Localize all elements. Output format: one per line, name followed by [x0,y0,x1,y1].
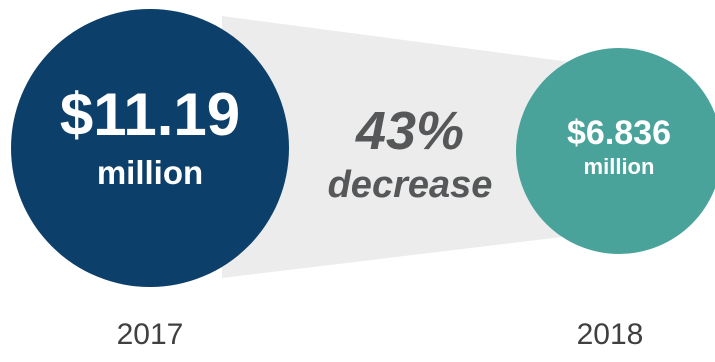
circle-2017 [11,9,289,287]
unit-2017: million [96,154,204,191]
value-2018: $6.836 [567,114,671,152]
change-percent: 43% [355,101,465,161]
year-label-2017: 2017 [116,318,184,351]
change-label: decrease [327,164,493,206]
connector-band [222,16,570,278]
year-label-2018: 2018 [576,318,644,351]
circle-2018 [516,48,715,254]
unit-2018: million [583,154,655,179]
value-2017: $11.19 [59,81,241,148]
